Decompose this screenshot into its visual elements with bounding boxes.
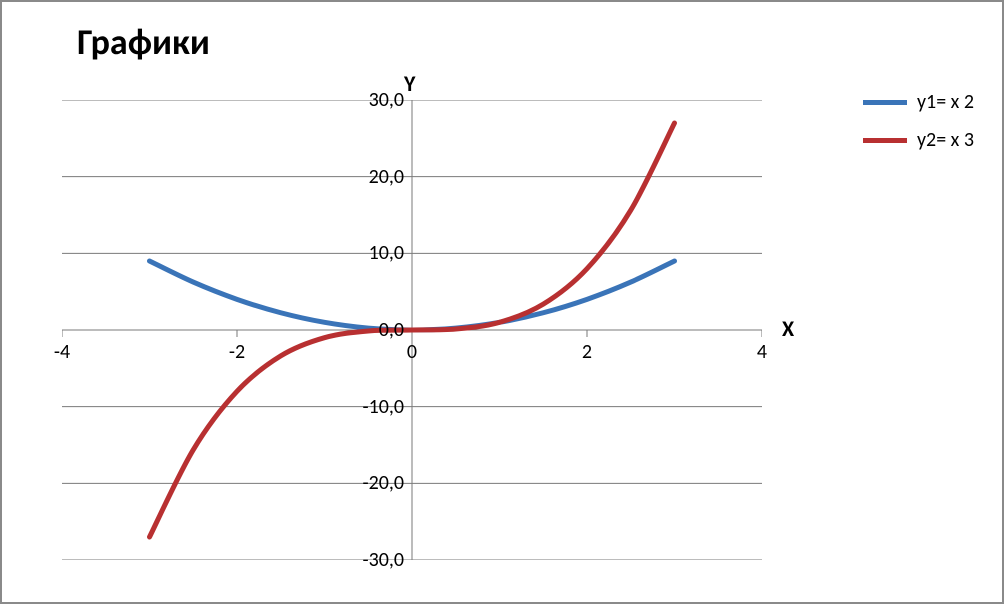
x-tick-label: -2 — [229, 340, 245, 364]
x-tick-label: -4 — [54, 340, 70, 364]
y-tick-label: 30,0 — [344, 88, 404, 112]
chart-frame: Графики Y X -30,0 -20,0 -10,0 0,0 10,0 20,0 30… — [0, 0, 1004, 604]
plot-area — [62, 100, 762, 560]
legend-label: y1= x 2 — [917, 90, 974, 114]
y-tick-label: 0,0 — [344, 318, 404, 342]
y-tick-label: -10,0 — [344, 395, 404, 419]
y-tick-label: 20,0 — [344, 165, 404, 189]
legend: y1= x 2 y2= x 3 — [863, 90, 974, 166]
legend-label: y2= x 3 — [917, 128, 974, 152]
legend-item-1: y2= x 3 — [863, 128, 974, 152]
legend-item-0: y1= x 2 — [863, 90, 974, 114]
y-tick-label: -30,0 — [344, 548, 404, 572]
legend-swatch — [863, 138, 907, 143]
x-tick-label: 0 — [407, 340, 417, 364]
y-tick-label: -20,0 — [344, 471, 404, 495]
y-axis-title: Y — [404, 70, 415, 97]
legend-swatch — [863, 100, 907, 105]
x-axis-title: X — [782, 315, 794, 342]
y-tick-label: 10,0 — [344, 241, 404, 265]
chart-title: Графики — [77, 20, 210, 64]
x-tick-label: 4 — [757, 340, 767, 364]
x-tick-label: 2 — [582, 340, 592, 364]
